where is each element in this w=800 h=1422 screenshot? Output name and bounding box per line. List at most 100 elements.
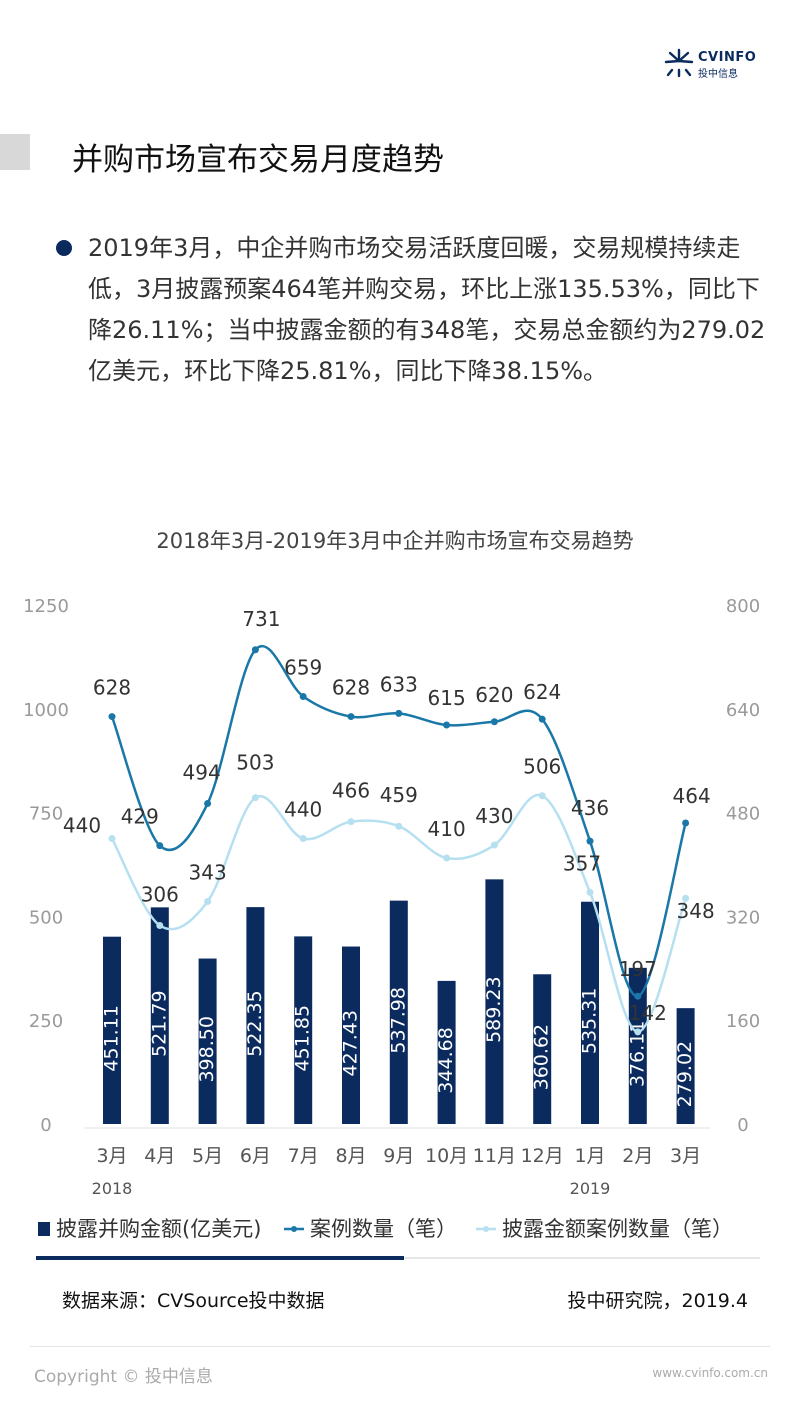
disclosed-cases-point: [347, 818, 355, 826]
disclosed-cases-label: 343: [189, 860, 227, 884]
bar-data-label: 360.62: [531, 1024, 553, 1090]
left-axis-tick: 250: [29, 1011, 63, 1032]
case-count-point: [204, 800, 212, 808]
right-axis-tick: 480: [726, 804, 760, 825]
bar-data-label: 522.35: [244, 990, 266, 1056]
disclosed-cases-label: 466: [332, 779, 370, 803]
disclosed-cases-label: 306: [141, 882, 179, 906]
page-title: 并购市场宣布交易月度趋势: [72, 142, 444, 178]
disclosed-cases-point: [538, 792, 546, 800]
disclosed-cases-point: [682, 894, 690, 902]
case-count-point: [490, 718, 498, 726]
disclosed-cases-label: 503: [236, 751, 274, 775]
legend-case-label: 案例数量（笔）: [310, 1217, 457, 1241]
bar-data-label: 589.23: [483, 976, 505, 1042]
x-axis-tick: 8月: [335, 1145, 366, 1167]
case-count-label: 436: [571, 796, 609, 820]
case-count-point: [108, 713, 116, 721]
title-accent-bar: [0, 134, 30, 170]
disclosed-cases-label: 430: [475, 804, 513, 828]
chart: 2018年3月-2019年3月中企并购市场宣布交易趋势 0 250 500 750 100…: [23, 529, 760, 1260]
bar: [676, 1008, 695, 1124]
left-axis-tick: 1250: [23, 596, 69, 617]
bar: [437, 980, 456, 1124]
legend-disclosed-label: 披露金额案例数量（笔）: [502, 1217, 733, 1241]
legend-bar-swatch: [38, 1222, 50, 1236]
bar-data-label: 451.11: [101, 1005, 123, 1071]
disclosed-cases-point: [395, 822, 403, 830]
disclosed-cases-label: 357: [563, 851, 601, 875]
bar-data-label: 376.11: [626, 1021, 648, 1087]
legend-underline-light: [404, 1257, 760, 1259]
case-count-label: 633: [380, 672, 418, 696]
bar: [150, 907, 169, 1124]
legend-disclosed-point-swatch: [483, 1226, 489, 1232]
disclosed-cases-point: [443, 854, 451, 862]
logo-subtitle: 投中信息: [698, 69, 738, 80]
left-axis-tick: 0: [40, 1115, 51, 1136]
bar-data-label: 537.98: [387, 987, 409, 1053]
case-count-label: 464: [673, 784, 711, 808]
disclosed-cases-label: 440: [63, 814, 101, 838]
bar-data-label: 521.79: [148, 990, 170, 1056]
left-axis-tick: 1000: [23, 700, 69, 721]
disclosed-cases-label: 459: [380, 783, 418, 807]
legend-case-point-swatch: [291, 1226, 297, 1232]
disclosed-cases-point: [204, 897, 212, 905]
institute-date: 投中研究院，2019.4: [567, 1290, 748, 1312]
case-count-label: 731: [242, 607, 280, 631]
bar: [581, 901, 599, 1124]
case-count-label: 494: [183, 761, 221, 785]
right-axis-tick: 800: [726, 596, 760, 617]
x-axis-tick: 11月: [473, 1145, 516, 1167]
bar-data-label: 398.50: [196, 1016, 218, 1082]
bar: [294, 936, 313, 1124]
data-source: 数据来源：CVSource投中数据: [62, 1290, 325, 1312]
right-axis-tick: 160: [726, 1011, 760, 1032]
legend-bar-label: 披露并购金额(亿美元): [56, 1217, 261, 1241]
chart-title: 2018年3月-2019年3月中企并购市场宣布交易趋势: [156, 529, 633, 553]
cvinfo-logo: CVINFO 投中信息: [664, 48, 774, 80]
x-axis-tick: 3月: [96, 1145, 127, 1167]
bar-data-label: 427.43: [340, 1010, 362, 1076]
case-count-label: 620: [475, 683, 513, 707]
disclosed-cases-point: [299, 835, 307, 843]
case-count-point: [395, 709, 403, 717]
legend-underline-dark: [36, 1256, 404, 1260]
bar: [485, 879, 504, 1124]
disclosed-cases-point: [156, 921, 164, 929]
right-axis-tick: 640: [726, 700, 760, 721]
bar: [389, 900, 408, 1124]
x-axis-tick: 4月: [144, 1145, 175, 1167]
x-axis-tick: 6月: [240, 1145, 271, 1167]
disclosed-cases-point: [634, 1028, 642, 1036]
case-count-point: [156, 842, 164, 850]
case-count-label: 628: [332, 676, 370, 700]
left-axis-tick: 500: [29, 907, 63, 928]
x-axis-tick: 9月: [383, 1145, 414, 1167]
x-axis-tick: 7月: [288, 1145, 319, 1167]
x-axis-tick: 2月: [622, 1145, 653, 1167]
x-axis-tick: 12月: [521, 1145, 564, 1167]
disclosed-cases-label: 348: [677, 899, 715, 923]
cvinfo-logo-icon: [664, 48, 694, 78]
left-axis-tick: 750: [29, 804, 63, 825]
bar-data-label: 344.68: [435, 1027, 457, 1093]
right-axis-tick: 0: [737, 1115, 748, 1136]
bar-data-label: 451.85: [292, 1005, 314, 1071]
case-count-label: 624: [523, 680, 561, 704]
case-count-label: 628: [93, 676, 131, 700]
disclosed-cases-point: [108, 835, 116, 843]
case-count-point: [347, 713, 355, 721]
case-count-label: 615: [428, 686, 466, 710]
bullet-dot: [56, 240, 72, 256]
bar: [628, 967, 647, 1124]
bar-data-label: 535.31: [579, 988, 601, 1054]
website: www.cvinfo.com.cn: [652, 1366, 768, 1380]
bar-data-label: 279.02: [674, 1041, 696, 1107]
disclosed-cases-point: [490, 841, 498, 849]
disclosed-cases-label: 440: [284, 798, 322, 822]
year-label: 2019: [570, 1179, 611, 1198]
case-count-point: [251, 646, 259, 654]
copyright: Copyright © 投中信息: [34, 1367, 213, 1387]
